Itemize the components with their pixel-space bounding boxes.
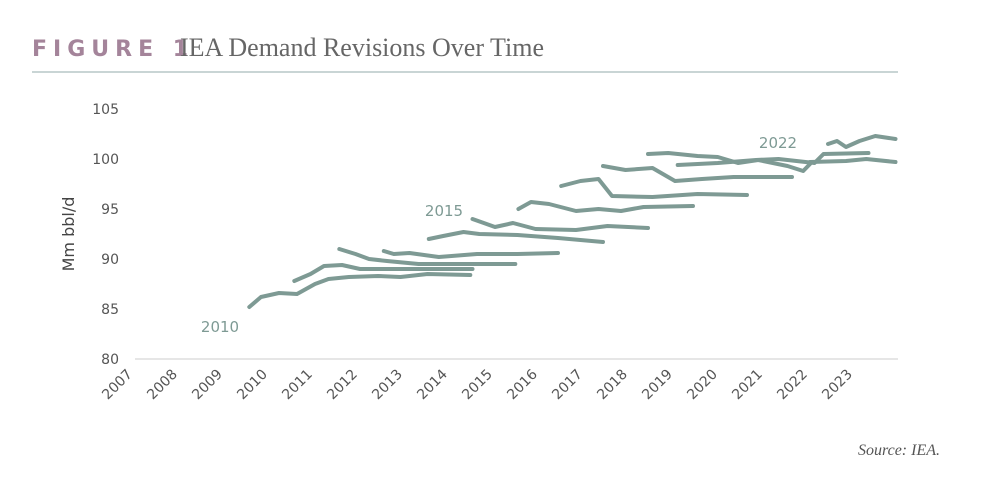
x-tick-label: 2010 xyxy=(234,367,271,404)
series-line xyxy=(826,134,898,149)
x-tick-label: 2023 xyxy=(819,367,856,404)
x-tick-label: 2008 xyxy=(144,367,181,404)
y-tick-label: 95 xyxy=(101,202,119,218)
series-line xyxy=(601,164,794,183)
series-line xyxy=(292,263,475,283)
x-tick-label: 2015 xyxy=(459,367,496,404)
x-tick-label: 2011 xyxy=(279,367,316,404)
series-line xyxy=(675,151,871,167)
y-tick-label: 85 xyxy=(101,302,119,318)
source: Source: IEA. xyxy=(858,442,940,459)
x-tick-label: 2019 xyxy=(639,367,676,404)
x-tick-label: 2014 xyxy=(414,366,451,403)
annotation: 2010 xyxy=(201,318,239,336)
x-tick-label: 2018 xyxy=(594,367,631,404)
y-tick-label: 90 xyxy=(101,252,119,268)
annotation: 2022 xyxy=(759,134,797,152)
series-line xyxy=(559,177,749,199)
series-line xyxy=(470,217,650,232)
annotation: 2015 xyxy=(425,202,463,220)
y-tick-label: 105 xyxy=(92,102,119,118)
series-line xyxy=(337,247,518,266)
figure-label: FIGURE 1 xyxy=(32,37,194,62)
series-line xyxy=(381,249,560,259)
x-tick-label: 2013 xyxy=(369,367,406,404)
y-tick-label: 80 xyxy=(101,352,119,368)
x-tick-label: 2016 xyxy=(504,366,541,403)
series-line xyxy=(426,230,605,244)
x-tick-label: 2007 xyxy=(99,367,136,404)
chart-title: IEA Demand Revisions Over Time xyxy=(180,33,544,62)
x-tick-label: 2022 xyxy=(774,367,811,404)
x-tick-label: 2009 xyxy=(189,367,226,404)
y-tick-label: 100 xyxy=(92,152,119,168)
x-tick-label: 2017 xyxy=(549,367,586,404)
y-axis-label: Mm bbl/d xyxy=(59,197,78,272)
x-tick-label: 2012 xyxy=(324,367,361,404)
series-line xyxy=(808,157,898,164)
x-tick-label: 2020 xyxy=(684,367,721,404)
x-tick-label: 2021 xyxy=(729,367,766,404)
series-line xyxy=(516,200,695,213)
series-line xyxy=(247,272,473,309)
